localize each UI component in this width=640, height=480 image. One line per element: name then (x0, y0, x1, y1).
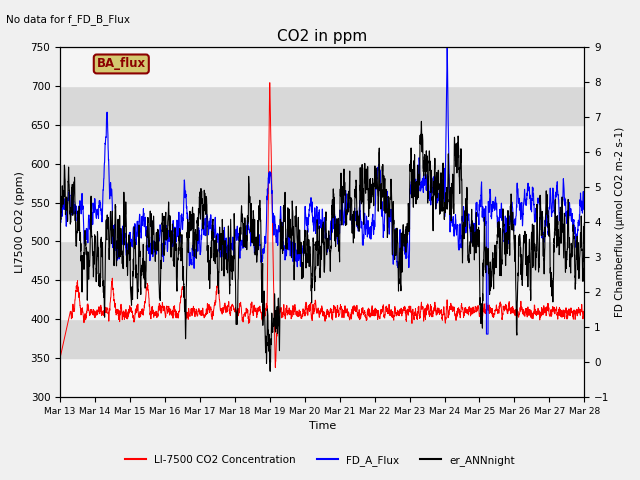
Bar (60, 86, 584, 125)
Bar (60, 280, 584, 319)
Bar (60, 47, 584, 86)
Bar (60, 203, 584, 241)
Bar (60, 125, 584, 164)
X-axis label: Time: Time (308, 421, 336, 432)
Bar (60, 241, 584, 280)
Bar (60, 164, 584, 203)
Bar (60, 358, 584, 397)
Legend: LI-7500 CO2 Concentration, FD_A_Flux, er_ANNnight: LI-7500 CO2 Concentration, FD_A_Flux, er… (121, 451, 519, 470)
Text: BA_flux: BA_flux (97, 58, 146, 71)
Title: CO2 in ppm: CO2 in ppm (277, 29, 367, 44)
Y-axis label: LI7500 CO2 (ppm): LI7500 CO2 (ppm) (15, 171, 25, 273)
Text: No data for f_FD_B_Flux: No data for f_FD_B_Flux (6, 14, 131, 25)
Bar (60, 8, 584, 47)
Y-axis label: FD Chamberflux (μmol CO2 m-2 s-1): FD Chamberflux (μmol CO2 m-2 s-1) (615, 127, 625, 317)
Bar (60, 319, 584, 358)
